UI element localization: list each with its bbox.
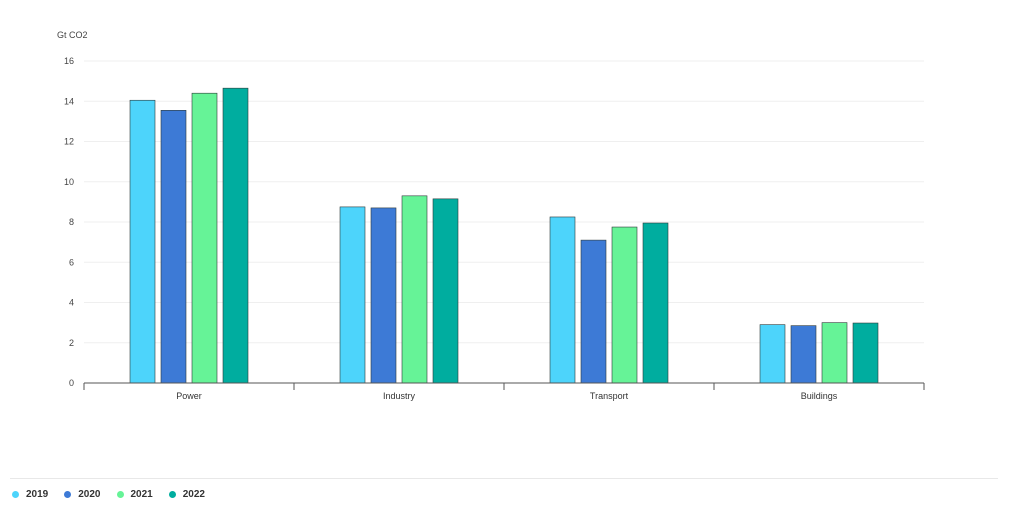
y-tick-label: 6 bbox=[69, 257, 74, 267]
y-axis-ticks: 0 2 4 6 8 10 12 14 16 bbox=[64, 56, 74, 388]
legend-label: 2020 bbox=[78, 489, 101, 500]
x-axis: Power Industry Transport Buildings bbox=[83, 382, 925, 401]
bar-industry-2022 bbox=[432, 198, 459, 384]
legend-item-2021[interactable]: 2021 bbox=[116, 489, 153, 500]
bar-transport-2021 bbox=[611, 226, 638, 384]
legend: 2019 2020 2021 2022 bbox=[12, 489, 205, 500]
bars bbox=[129, 87, 879, 384]
bar-buildings-2019 bbox=[759, 324, 786, 384]
y-tick-label: 10 bbox=[64, 177, 74, 187]
x-tick-label: Transport bbox=[590, 391, 629, 401]
legend-dot-icon bbox=[116, 491, 124, 498]
bar-chart: Gt CO2 0 2 4 6 8 10 12 14 16 Power Industry Transp… bbox=[57, 30, 925, 401]
legend-dot-icon bbox=[64, 491, 72, 498]
bar-power-2020 bbox=[160, 110, 187, 384]
y-tick-label: 4 bbox=[69, 298, 74, 308]
legend-item-2020[interactable]: 2020 bbox=[64, 489, 101, 500]
bar-power-2021 bbox=[191, 92, 218, 384]
legend-dot-icon bbox=[12, 491, 19, 498]
bar-industry-2019 bbox=[339, 206, 366, 384]
y-tick-label: 12 bbox=[64, 137, 74, 147]
bar-buildings-2020 bbox=[790, 325, 817, 384]
x-tick-label: Industry bbox=[383, 391, 416, 401]
legend-label: 2021 bbox=[130, 489, 153, 500]
legend-divider bbox=[10, 478, 998, 479]
y-tick-label: 16 bbox=[64, 56, 74, 66]
y-axis-label: Gt CO2 bbox=[57, 30, 88, 40]
legend-item-2019[interactable]: 2019 bbox=[12, 489, 48, 500]
legend-dot-icon bbox=[168, 491, 176, 498]
bar-industry-2021 bbox=[401, 195, 428, 384]
bar-buildings-2021 bbox=[821, 322, 848, 384]
x-tick-label: Buildings bbox=[801, 391, 838, 401]
y-tick-label: 8 bbox=[69, 217, 74, 227]
legend-label: 2019 bbox=[26, 489, 49, 500]
bar-industry-2020 bbox=[370, 207, 397, 384]
y-tick-label: 14 bbox=[64, 96, 74, 106]
x-tick-label: Power bbox=[176, 391, 202, 401]
legend-item-2022[interactable]: 2022 bbox=[168, 489, 205, 500]
bar-transport-2019 bbox=[549, 216, 576, 384]
bar-power-2022 bbox=[222, 87, 249, 384]
bar-power-2019 bbox=[129, 99, 156, 384]
bar-transport-2020 bbox=[580, 239, 607, 384]
legend-label: 2022 bbox=[182, 489, 205, 500]
bar-transport-2022 bbox=[642, 222, 669, 384]
bar-buildings-2022 bbox=[852, 322, 879, 384]
y-tick-label: 2 bbox=[69, 338, 74, 348]
y-tick-label: 0 bbox=[69, 378, 74, 388]
